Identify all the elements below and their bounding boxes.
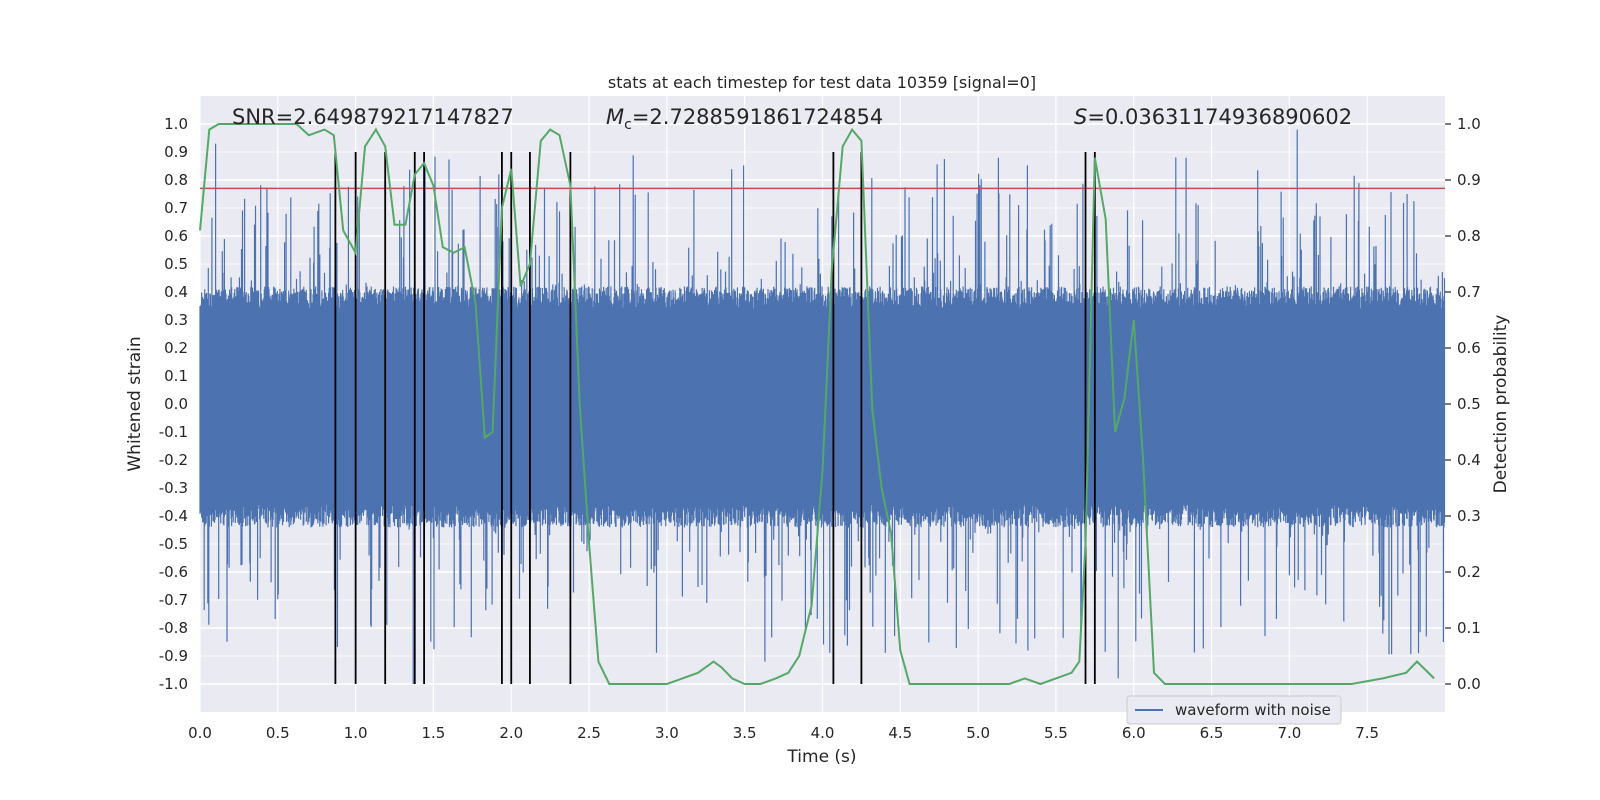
y-right-tick-label: 0.2: [1457, 563, 1481, 581]
chirp-mass-symbol: M: [606, 105, 624, 129]
s-annotation: S=0.03631174936890602: [1074, 105, 1352, 129]
x-tick-label: 0.0: [188, 724, 212, 742]
y-right-tick-label: 0.5: [1457, 395, 1481, 413]
y-left-tick-label: -0.1: [159, 423, 188, 441]
y-right-tick-label: 0.4: [1457, 451, 1481, 469]
y-left-tick-label: -0.2: [159, 451, 188, 469]
y-right-tick-label: 1.0: [1457, 115, 1481, 133]
x-axis-label: Time (s): [786, 747, 856, 767]
legend-box: [1126, 695, 1342, 725]
y-left-tick-label: -0.8: [159, 619, 188, 637]
y-left-tick-label: 0.8: [164, 171, 188, 189]
y-left-tick-label: 0.2: [164, 339, 188, 357]
y-left-tick-label: -0.6: [159, 563, 188, 581]
y-right-tick-label: 0.9: [1457, 171, 1481, 189]
x-tick-label: 6.0: [1122, 724, 1146, 742]
y-left-tick-label: 0.1: [164, 367, 188, 385]
y-left-tick-label: 0.9: [164, 143, 188, 161]
y-right-tick-label: 0.1: [1457, 619, 1481, 637]
y-left-tick-label: 0.5: [164, 255, 188, 273]
chirp-mass-subscript: c: [624, 117, 632, 133]
waveform-trace: [199, 129, 1446, 684]
x-tick-label: 3.5: [733, 724, 757, 742]
y-left-tick-label: 0.3: [164, 311, 188, 329]
x-tick-label: 1.0: [344, 724, 368, 742]
y-left-tick-label: -0.3: [159, 479, 188, 497]
x-tick-label: 6.5: [1200, 724, 1224, 742]
x-tick-label: 2.0: [499, 724, 523, 742]
y-left-tick-label: 0.7: [164, 199, 188, 217]
y-left-tick-label: -0.5: [159, 535, 188, 553]
x-tick-label: 5.0: [966, 724, 990, 742]
x-tick-label: 0.5: [266, 724, 290, 742]
x-tick-label: 1.5: [422, 724, 446, 742]
y-right-tick-label: 0.0: [1457, 675, 1481, 693]
s-symbol: S: [1074, 105, 1087, 129]
x-tick-label: 4.5: [888, 724, 912, 742]
y-left-axis-label: Whitened strain: [125, 336, 145, 471]
y-right-tick-labels: 1.0 0.9 0.8 0.7 0.6 0.5 0.4 0.3 0.2 0.1 0.0: [1445, 115, 1481, 693]
legend-label: waveform with noise: [1175, 701, 1331, 719]
chirp-mass-value: =2.7288591861724854: [632, 105, 883, 129]
y-left-tick-label: -1.0: [159, 675, 188, 693]
x-tick-label: 7.5: [1355, 724, 1379, 742]
detection-probability-line: [199, 123, 1435, 686]
y-left-tick-label: 0.4: [164, 283, 188, 301]
x-tick-label: 2.5: [577, 724, 601, 742]
x-tick-label: 5.5: [1044, 724, 1068, 742]
y-right-tick-label: 0.7: [1457, 283, 1481, 301]
waveform-series: [199, 129, 1446, 684]
snr-annotation: SNR=2.649879217147827: [232, 105, 514, 129]
y-left-tick-label: -0.9: [159, 647, 188, 665]
y-left-tick-labels: 1.0 0.9 0.8 0.7 0.6 0.5 0.4 0.3 0.2 0.1 0.0 -0.1 -0.…: [159, 115, 188, 693]
y-left-tick-label: 0.6: [164, 227, 188, 245]
y-right-tick-label: 0.6: [1457, 339, 1481, 357]
x-tick-labels: 0.0 0.5 1.0 1.5 2.0 2.5 3.0 3.5 4.0 4.5 5.0 5.5 6.0 6…: [188, 724, 1379, 742]
legend: waveform with noise: [1126, 695, 1342, 725]
x-tick-label: 4.0: [811, 724, 835, 742]
chirp-mass-annotation: Mc=2.7288591861724854: [606, 105, 883, 133]
x-tick-label: 3.0: [655, 724, 679, 742]
s-value: =0.03631174936890602: [1087, 105, 1352, 129]
x-tick-label: 7.0: [1277, 724, 1301, 742]
y-right-tick-label: 0.3: [1457, 507, 1481, 525]
y-left-tick-label: 0.0: [164, 395, 188, 413]
y-left-tick-label: 1.0: [164, 115, 188, 133]
chart-title: stats at each timestep for test data 103…: [608, 73, 1036, 92]
y-right-tick-label: 0.8: [1457, 227, 1481, 245]
y-left-tick-label: -0.4: [159, 507, 188, 525]
y-left-tick-label: -0.7: [159, 591, 188, 609]
y-right-axis-label: Detection probability: [1491, 315, 1511, 494]
